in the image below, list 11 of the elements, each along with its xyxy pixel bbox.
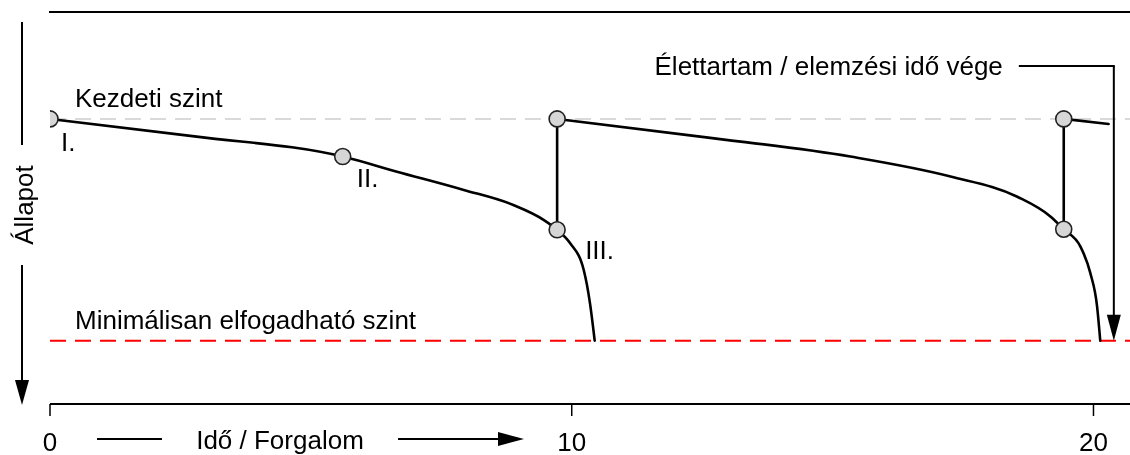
- ref-line-label: Élettartam / elemzési idő vége: [654, 51, 1003, 81]
- ref-line-label: Minimálisan elfogadható szint: [75, 304, 417, 335]
- x-tick-label: 10: [557, 427, 587, 455]
- y-axis-title: Állapot: [9, 164, 39, 245]
- annotation: I.: [61, 126, 76, 157]
- annotation: II.: [356, 162, 379, 193]
- annotation: III.: [585, 234, 615, 265]
- x-tick-label: 20: [1079, 427, 1108, 455]
- x-tick-label: 0: [42, 427, 58, 455]
- x-axis-title: Idő / Forgalom: [196, 425, 364, 455]
- ref-line-label: Kezdeti szint: [75, 82, 224, 113]
